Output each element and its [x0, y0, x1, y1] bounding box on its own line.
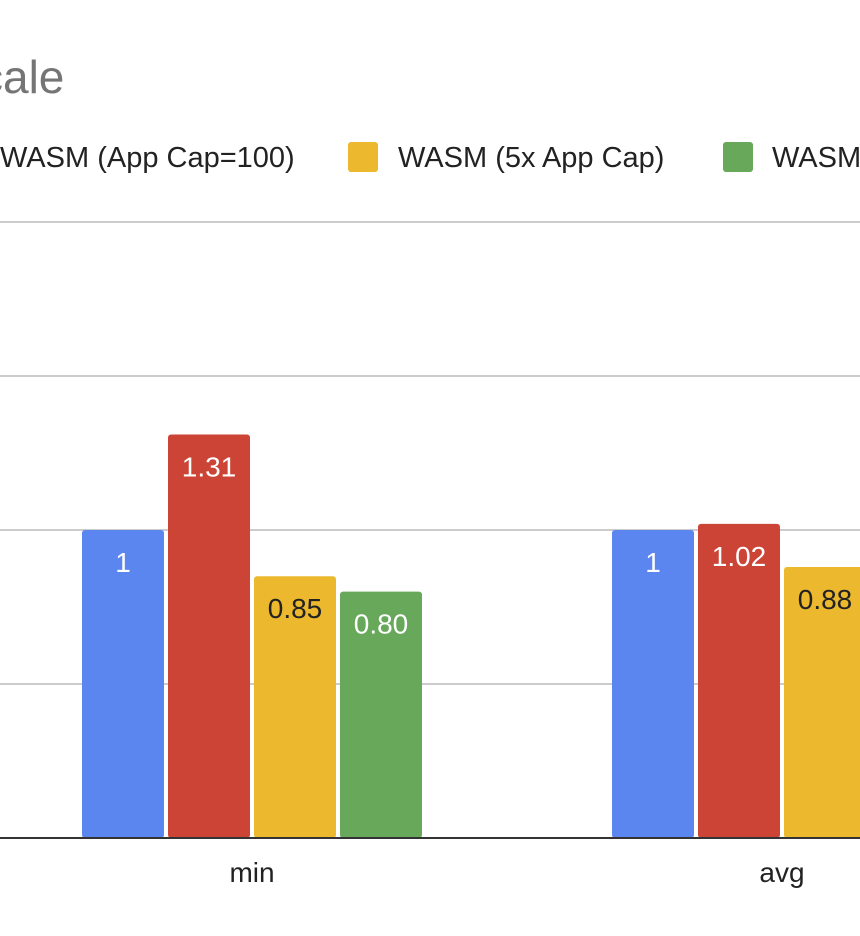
- x-axis-tick-labels: min avg: [229, 857, 804, 888]
- chart-title: cale: [0, 51, 64, 103]
- bar-label-min-series-2: 0.85: [268, 593, 323, 624]
- legend-label-series-3: WASM: [772, 142, 860, 174]
- bar-label-min-series-3: 0.80: [354, 609, 409, 640]
- bar-avg-series-2: [784, 566, 860, 838]
- bar-label-avg-series-2: 0.88: [798, 584, 853, 615]
- bars: [82, 434, 860, 838]
- bar-label-min-series-0: 1: [115, 547, 131, 578]
- bar-avg-series-0: [612, 530, 694, 838]
- legend-swatch-series-2: [348, 142, 378, 172]
- legend-swatch-series-3: [723, 142, 753, 172]
- x-tick-avg: avg: [759, 857, 804, 888]
- bar-avg-series-1: [698, 523, 780, 838]
- bar-min-series-0: [82, 530, 164, 838]
- bar-label-avg-series-0: 1: [645, 547, 661, 578]
- bar-label-avg-series-1: 1.02: [712, 541, 767, 572]
- bar-min-series-1: [168, 434, 250, 838]
- bar-label-min-series-1: 1.31: [182, 452, 237, 483]
- legend: WASM (App Cap=100) WASM (5x App Cap) WASM: [0, 142, 860, 174]
- legend-label-series-2: WASM (5x App Cap): [398, 142, 664, 174]
- bar-labels: 1 1.31 0.85 0.80 1 1.02 0.88: [115, 452, 852, 640]
- x-tick-min: min: [229, 857, 274, 888]
- legend-label-series-1: WASM (App Cap=100): [0, 142, 295, 174]
- bar-min-series-2: [254, 576, 336, 838]
- bar-min-series-3: [340, 591, 422, 838]
